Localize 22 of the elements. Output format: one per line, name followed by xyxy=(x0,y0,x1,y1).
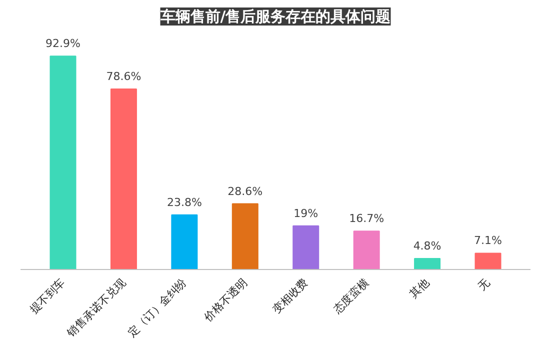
x-tick-label: 态度蛮横 xyxy=(330,276,372,317)
bar xyxy=(232,203,258,270)
x-tick-label: 无 xyxy=(476,276,493,293)
data-label: 4.8% xyxy=(413,239,442,252)
data-label: 92.9% xyxy=(46,37,80,50)
bar xyxy=(414,258,441,270)
bar xyxy=(50,56,76,270)
chart-title: 车辆售前/售后服务存在的具体问题 xyxy=(159,8,391,26)
bar xyxy=(110,88,137,270)
data-label: 19% xyxy=(294,206,318,220)
bar xyxy=(171,214,198,270)
data-label: 7.1% xyxy=(474,234,502,248)
bar xyxy=(353,230,380,270)
x-tick-label: 价格不透明 xyxy=(200,276,250,325)
x-tick-label: 变相收费 xyxy=(270,276,310,316)
bar xyxy=(474,252,502,270)
data-label: 16.7% xyxy=(349,212,384,226)
bar xyxy=(292,225,320,270)
data-label: 28.6% xyxy=(228,184,263,198)
x-tick-label: 其他 xyxy=(407,276,432,301)
data-label: 78.6% xyxy=(106,70,142,83)
data-label: 23.8% xyxy=(166,196,202,209)
